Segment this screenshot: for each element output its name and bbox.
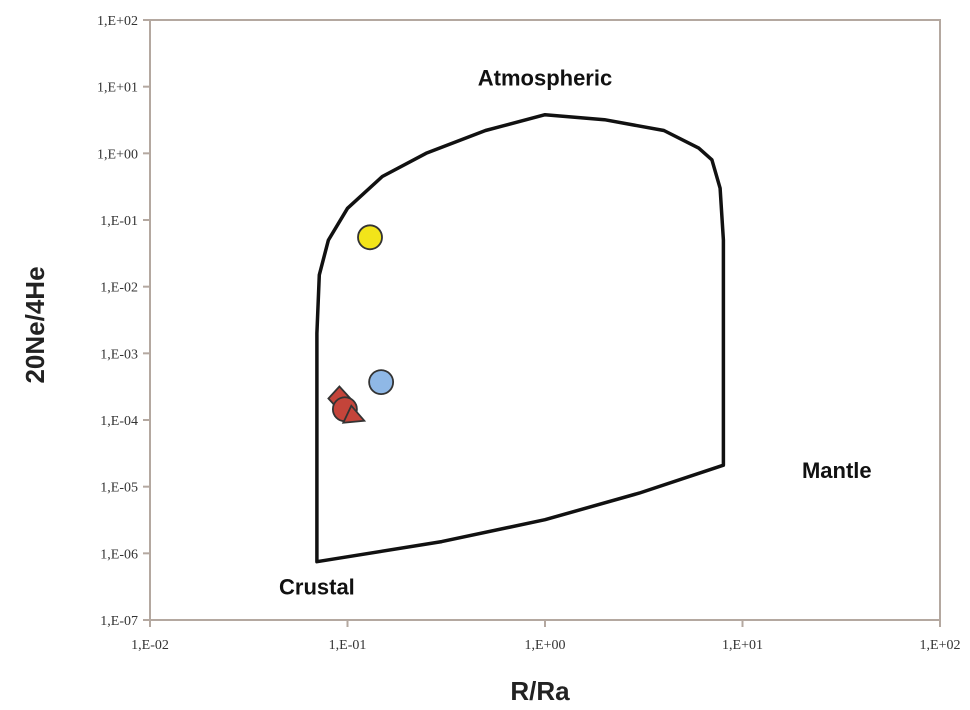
y-tick-label: 1,E-04 <box>100 414 138 429</box>
y-tick-label: 1,E+02 <box>97 14 138 29</box>
y-tick-label: 1,E-07 <box>100 614 138 629</box>
x-tick-label: 1,E+00 <box>525 638 566 653</box>
data-point-triangle <box>341 404 367 424</box>
x-axis-title: R/Ra <box>510 676 570 706</box>
data-point-circle <box>368 369 395 396</box>
region-label: Crustal <box>279 575 355 600</box>
plot-frame <box>149 19 941 621</box>
y-tick-label: 1,E-03 <box>100 347 138 362</box>
x-tick-label: 1,E+02 <box>920 638 961 653</box>
y-tick-label: 1,E+01 <box>97 81 138 96</box>
x-axis-ticks: 1,E-02 1,E-01 1,E+00 1,E+01 1,E+02 <box>131 620 960 653</box>
y-axis-title: 20Ne/4He <box>20 266 50 383</box>
region-labels: Atmospheric Mantle Crustal <box>279 65 872 599</box>
y-tick-label: 1,E-05 <box>100 481 138 496</box>
x-tick-label: 1,E+01 <box>722 638 763 653</box>
region-label: Atmospheric <box>478 65 612 90</box>
y-tick-label: 1,E-01 <box>100 214 138 229</box>
data-point-circle <box>357 224 383 251</box>
region-label: Mantle <box>802 458 872 483</box>
y-tick-label: 1,E-02 <box>100 281 138 296</box>
x-tick-label: 1,E-02 <box>131 638 169 653</box>
data-points <box>327 224 395 424</box>
y-tick-label: 1,E+00 <box>97 147 138 162</box>
mixing-envelope <box>315 112 726 564</box>
y-tick-label: 1,E-06 <box>100 547 138 562</box>
x-tick-label: 1,E-01 <box>329 638 367 653</box>
y-axis-ticks: 1,E-07 1,E-06 1,E-05 1,E-04 1,E-03 1,E-02 1,E-… <box>97 14 150 629</box>
